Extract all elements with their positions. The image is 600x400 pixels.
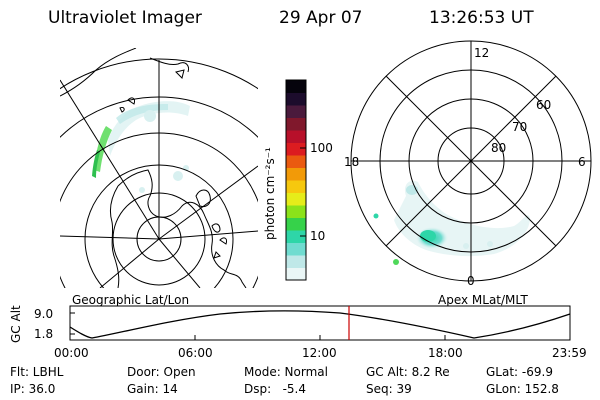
colorbar-segment (286, 117, 306, 131)
geographic-panel-label: Geographic Lat/Lon (72, 293, 190, 307)
colorbar-segment (286, 142, 306, 156)
info-gc-alt: GC Alt: 8.2 Re (366, 365, 450, 379)
colorbar-segment (286, 155, 306, 168)
mlat-label-60: 60 (536, 98, 552, 112)
colorbar-segment (286, 92, 306, 106)
info-dsp: Dsp: -5.4 (244, 382, 307, 396)
colorbar-segment (286, 242, 306, 256)
info-seq: Seq: 39 (366, 382, 412, 396)
colorbar-segment (286, 105, 306, 118)
info-gain: Gain: 14 (127, 382, 178, 396)
magnetic-polar-panel (350, 40, 592, 282)
altitude-xtick-1800: 18:00 (428, 346, 463, 360)
info-door: Door: Open (127, 365, 196, 379)
aurora-emission-right (373, 180, 530, 265)
date-label: 29 Apr 07 (279, 8, 363, 28)
colorbar (286, 80, 306, 281)
colorbar-segment (286, 205, 306, 218)
longitude-lines (60, 60, 258, 288)
altitude-ylabel: GC Alt (9, 305, 23, 343)
colorbar-label-10: 10 (310, 229, 326, 243)
magnetic-panel-label: Apex MLat/MLT (438, 293, 528, 307)
mlt-label-0: 0 (467, 274, 475, 288)
altitude-xtick-1200: 12:00 (302, 346, 337, 360)
colorbar-segment (286, 255, 306, 268)
info-filter: Flt: LBHL (10, 365, 64, 379)
colorbar-segment (286, 217, 306, 231)
altitude-curve (69, 310, 571, 339)
altitude-ytick-high: 9.0 (34, 307, 54, 321)
info-ip: IP: 36.0 (10, 382, 56, 396)
colorbar-segment (286, 192, 306, 206)
mlt-label-12: 12 (474, 46, 490, 60)
info-glat: GLat: -69.9 (486, 365, 553, 379)
colorbar-segment (286, 130, 306, 143)
instrument-title: Ultraviolet Imager (48, 8, 202, 28)
mlt-spokes (351, 41, 591, 281)
colorbar-label-100: 100 (310, 141, 333, 155)
colorbar-frame (285, 79, 307, 281)
time-label: 13:26:53 UT (429, 8, 534, 28)
info-glon: GLon: 152.8 (486, 382, 559, 396)
altitude-xtick-2359: 23:59 (552, 346, 587, 360)
colorbar-unit-label: photon cm⁻²s⁻¹ (263, 147, 277, 240)
mlat-label-70: 70 (512, 120, 528, 134)
colorbar-segment (286, 230, 306, 243)
colorbar-segment (286, 167, 306, 181)
info-mode: Mode: Normal (244, 365, 328, 379)
geographic-image-panel (60, 48, 258, 288)
altitude-plot (69, 305, 571, 341)
colorbar-segment (286, 180, 306, 193)
mlt-label-6: 6 (578, 155, 586, 169)
mlat-label-80: 80 (491, 141, 507, 155)
altitude-xtick-0600: 06:00 (178, 346, 213, 360)
colorbar-segment (286, 80, 306, 93)
coastlines (60, 48, 247, 288)
mlt-label-18: 18 (344, 155, 360, 169)
colorbar-segment (286, 267, 306, 281)
altitude-ytick-low: 1.8 (34, 327, 54, 341)
altitude-xtick-0000: 00:00 (54, 346, 89, 360)
